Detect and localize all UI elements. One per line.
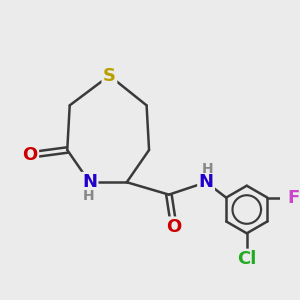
Text: H: H — [83, 189, 94, 203]
Text: S: S — [103, 67, 116, 85]
Text: F: F — [287, 189, 299, 207]
Text: O: O — [22, 146, 38, 164]
Text: N: N — [82, 173, 97, 191]
Text: N: N — [199, 173, 214, 191]
Text: Cl: Cl — [237, 250, 256, 268]
Text: O: O — [166, 218, 182, 236]
Text: H: H — [201, 162, 213, 176]
